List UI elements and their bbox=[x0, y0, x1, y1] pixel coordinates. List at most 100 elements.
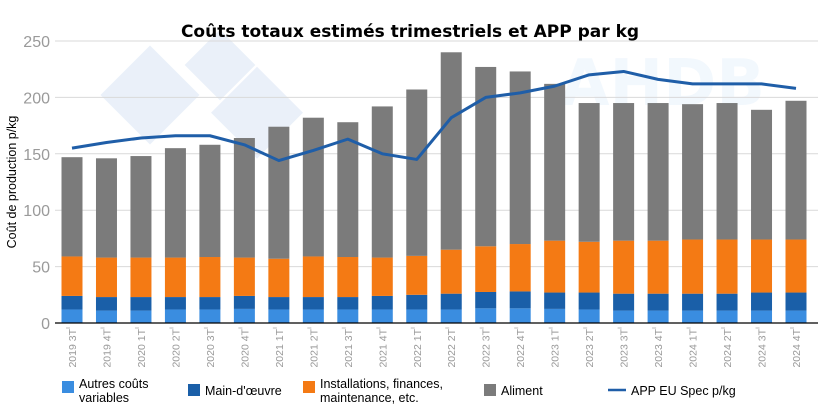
legend-label: Autres coûts bbox=[79, 377, 148, 391]
legend-item-installations: Installations, finances, maintenance, et… bbox=[303, 377, 443, 405]
bar-segment bbox=[95, 158, 117, 258]
bar-segment bbox=[613, 293, 635, 311]
bar-segment bbox=[751, 292, 773, 311]
y-tick-label: 100 bbox=[23, 203, 50, 220]
bar-segment bbox=[199, 297, 221, 310]
y-tick-label: 250 bbox=[23, 34, 50, 51]
bar-segment bbox=[164, 257, 186, 298]
bar-segment bbox=[578, 309, 600, 323]
x-tick-label: 2019 4T bbox=[101, 328, 113, 367]
x-tick-label: 2019 3T bbox=[67, 328, 79, 367]
y-tick-label: 0 bbox=[41, 316, 50, 333]
x-tick-label: 2024 3T bbox=[757, 328, 769, 367]
bar-segment bbox=[509, 308, 531, 323]
bar-segment bbox=[544, 240, 566, 293]
y-tick-label: 50 bbox=[32, 260, 50, 277]
bar-segment bbox=[785, 239, 807, 293]
bar-segment bbox=[682, 310, 704, 323]
bar-segment bbox=[268, 297, 290, 310]
legend-swatch bbox=[303, 381, 315, 393]
bar-segment bbox=[130, 310, 152, 323]
x-tick-label: 2024 4T bbox=[791, 328, 803, 367]
bar-segment bbox=[199, 257, 221, 298]
bar-segment bbox=[164, 297, 186, 310]
bar-segment bbox=[302, 309, 324, 323]
legend-item-app: APP EU Spec p/kg bbox=[608, 384, 736, 398]
bar-segment bbox=[647, 293, 669, 311]
bar-segment bbox=[61, 157, 83, 257]
legend-label: Aliment bbox=[501, 384, 543, 398]
x-tick-label: 2022 4T bbox=[515, 328, 527, 367]
x-tick-label: 2020 3T bbox=[205, 328, 217, 367]
bar-segment bbox=[578, 241, 600, 293]
bar-segment bbox=[613, 310, 635, 323]
bar-segment bbox=[544, 292, 566, 309]
bar-segment bbox=[130, 156, 152, 258]
bar-segment bbox=[302, 297, 324, 310]
bar-segment bbox=[578, 103, 600, 242]
x-tick-label: 2022 1T bbox=[412, 328, 424, 367]
bar-segment bbox=[716, 310, 738, 323]
bar-segment bbox=[61, 256, 83, 296]
bar-segment bbox=[544, 308, 566, 323]
bar-segment bbox=[233, 138, 255, 258]
bar-segment bbox=[61, 309, 83, 323]
x-tick-label: 2024 2T bbox=[722, 328, 734, 367]
bar-segment bbox=[130, 297, 152, 311]
x-tick-label: 2020 2T bbox=[170, 328, 182, 367]
bar-segment bbox=[475, 308, 497, 323]
legend-label: APP EU Spec p/kg bbox=[631, 384, 736, 398]
x-tick-label: 2021 4T bbox=[377, 328, 389, 367]
x-tick-label: 2020 4T bbox=[239, 328, 251, 367]
bar-segment bbox=[440, 52, 462, 250]
bar-segment bbox=[337, 122, 359, 258]
bar-segment bbox=[302, 117, 324, 257]
bar-segment bbox=[613, 103, 635, 241]
legend-swatch bbox=[62, 381, 74, 393]
bar-segment bbox=[371, 295, 393, 310]
legend-item-autres: Autres coûts variables bbox=[62, 377, 148, 405]
bar-segment bbox=[406, 255, 428, 295]
bar-segment bbox=[682, 104, 704, 240]
legend: Autres coûts variables Main-d'œuvre Inst… bbox=[62, 377, 736, 405]
bar-segment bbox=[95, 257, 117, 298]
bar-segment bbox=[647, 310, 669, 323]
x-tick-label: 2022 2T bbox=[446, 328, 458, 367]
bar-segment bbox=[371, 257, 393, 296]
x-tick-label: 2022 3T bbox=[481, 328, 493, 367]
x-tick-label: 2023 3T bbox=[619, 328, 631, 367]
bar-segment bbox=[475, 246, 497, 292]
bar-segment bbox=[233, 295, 255, 309]
bar-segment bbox=[130, 257, 152, 298]
bar-segment bbox=[751, 310, 773, 323]
bar-segment bbox=[613, 240, 635, 294]
bar-segment bbox=[716, 293, 738, 311]
bar-segment bbox=[475, 291, 497, 309]
bar-segment bbox=[406, 294, 428, 310]
x-tick-label: 2020 1T bbox=[136, 328, 148, 367]
bar-segment bbox=[371, 106, 393, 258]
bar-segment bbox=[406, 309, 428, 323]
bar-segment bbox=[440, 309, 462, 323]
bar-segment bbox=[337, 309, 359, 323]
bar-segment bbox=[268, 258, 290, 298]
bar-segment bbox=[268, 126, 290, 259]
x-tick-label: 2023 1T bbox=[550, 328, 562, 367]
legend-item-aliment: Aliment bbox=[484, 384, 543, 398]
x-tick-label: 2023 2T bbox=[584, 328, 596, 367]
bar-segment bbox=[440, 293, 462, 310]
legend-label: variables bbox=[79, 391, 129, 405]
bar-segment bbox=[302, 256, 324, 298]
legend-item-main-doeuvre: Main-d'œuvre bbox=[188, 384, 282, 398]
legend-label: Installations, finances, bbox=[320, 377, 443, 391]
bar-segment bbox=[268, 309, 290, 323]
y-axis-label: Coût de production p/kg bbox=[5, 116, 19, 249]
watermark-logo: AHDB bbox=[100, 29, 765, 159]
bar-segment bbox=[95, 297, 117, 311]
bar-segment bbox=[509, 244, 531, 292]
bar-segment bbox=[716, 239, 738, 294]
bar-segment bbox=[199, 144, 221, 258]
bar-segment bbox=[233, 308, 255, 323]
legend-swatch bbox=[188, 384, 200, 396]
